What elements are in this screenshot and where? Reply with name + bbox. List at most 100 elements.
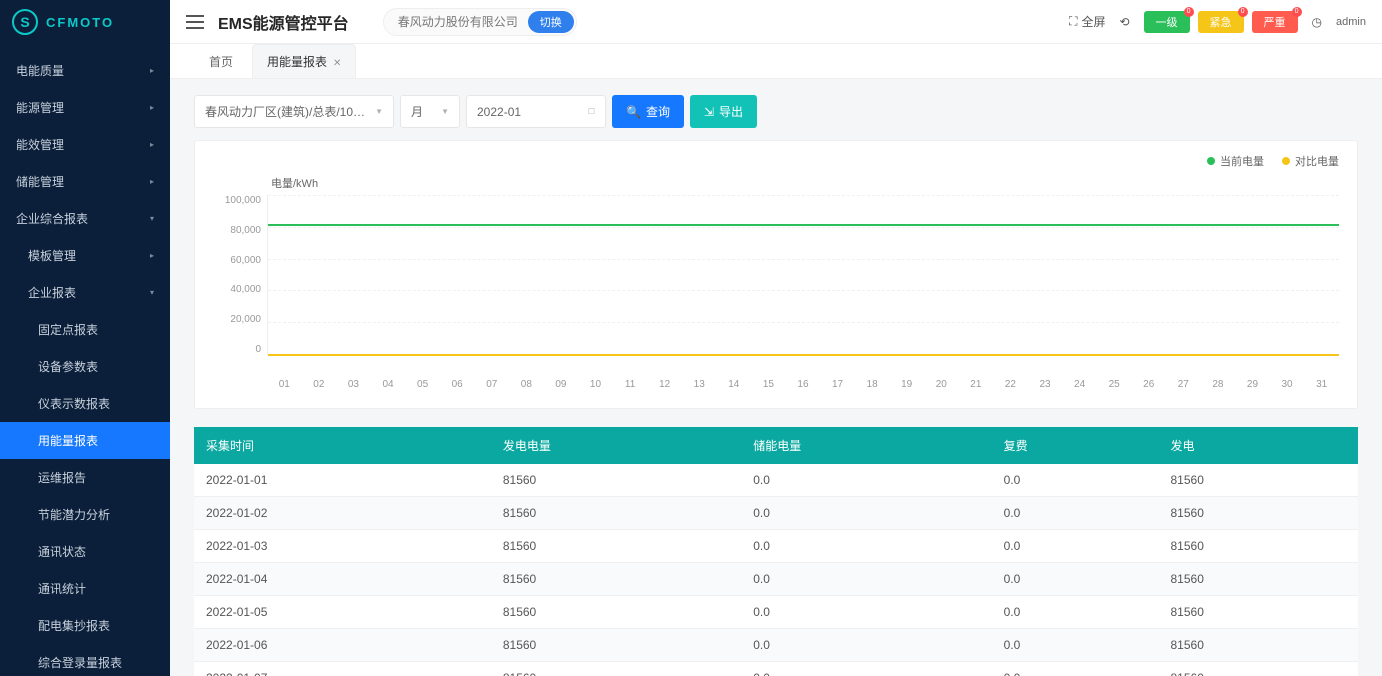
main-panel: EMS能源管控平台 春风动力股份有限公司 切换 ⛶ 全屏 ⟲ 一级0 紧急0 严重0…	[170, 0, 1382, 676]
legend-item[interactable]: 对比电量	[1282, 153, 1339, 169]
xtick-label: 22	[993, 379, 1028, 390]
sidebar-item[interactable]: 能源管理▸	[0, 89, 170, 126]
table-cell: 2022-01-04	[194, 563, 491, 596]
sidebar-item[interactable]: 运维报告	[0, 459, 170, 496]
org-switch-button[interactable]: 切换	[528, 11, 574, 33]
chart-xaxis: 0102030405060708091011121314151617181920…	[267, 379, 1339, 390]
export-icon: ⇲	[704, 105, 714, 119]
search-button-label: 查询	[646, 103, 670, 120]
brand-name: CFMOTO	[46, 15, 114, 30]
user-name[interactable]: admin	[1336, 16, 1366, 28]
xtick-label: 01	[267, 379, 302, 390]
sidebar-item[interactable]: 通讯状态	[0, 533, 170, 570]
table-cell: 81560	[1159, 563, 1359, 596]
org-name: 春风动力股份有限公司	[398, 13, 518, 30]
table-cell: 81560	[491, 662, 741, 676]
table-header-cell: 采集时间	[194, 427, 491, 464]
sidebar-item[interactable]: 企业报表▾	[0, 274, 170, 311]
export-button-label: 导出	[719, 103, 743, 120]
ytick-label: 40,000	[230, 284, 261, 295]
table-body: 2022-01-01815600.00.0815602022-01-028156…	[194, 464, 1358, 676]
tree-select[interactable]: 春风动力厂区(建筑)/总表/10kV总区域 ▼	[194, 95, 394, 128]
granularity-value: 月	[411, 103, 423, 120]
sidebar-item[interactable]: 用能量报表	[0, 422, 170, 459]
sidebar-item-label: 通讯状态	[38, 543, 86, 560]
sidebar-item-label: 综合登录量报表	[38, 654, 122, 671]
sidebar-item[interactable]: 节能潜力分析	[0, 496, 170, 533]
tree-select-value: 春风动力厂区(建筑)/总表/10kV总区域	[205, 103, 365, 120]
sidebar-item[interactable]: 仪表示数报表	[0, 385, 170, 422]
table-cell: 0.0	[992, 464, 1159, 497]
sidebar-item-label: 能源管理	[16, 99, 64, 116]
table-cell: 0.0	[741, 530, 991, 563]
sidebar-item[interactable]: 配电集抄报表	[0, 607, 170, 644]
table-cell: 81560	[1159, 596, 1359, 629]
legend-label: 当前电量	[1220, 153, 1264, 169]
refresh-button[interactable]: ⟲	[1119, 15, 1129, 29]
ytick-label: 20,000	[230, 314, 261, 325]
brand-logo[interactable]: S CFMOTO	[0, 0, 170, 44]
table-row: 2022-01-05815600.00.081560	[194, 596, 1358, 629]
chart-yaxis: 100,00080,00060,00040,00020,0000	[213, 195, 267, 355]
table-cell: 2022-01-06	[194, 629, 491, 662]
chart-area: 100,00080,00060,00040,00020,0000	[213, 195, 1339, 375]
table-cell: 81560	[491, 563, 741, 596]
table-row: 2022-01-07815600.00.081560	[194, 662, 1358, 676]
table-cell: 0.0	[741, 629, 991, 662]
sidebar-item[interactable]: 电能质量▸	[0, 52, 170, 89]
ytick-label: 60,000	[230, 255, 261, 266]
close-icon[interactable]: ✕	[333, 58, 341, 69]
chevron-icon: ▾	[150, 214, 154, 223]
xtick-label: 31	[1304, 379, 1339, 390]
table-header-cell: 复费	[992, 427, 1159, 464]
sidebar-item[interactable]: 固定点报表	[0, 311, 170, 348]
granularity-select[interactable]: 月 ▼	[400, 95, 460, 128]
grid-line	[268, 290, 1339, 291]
search-icon: 🔍	[626, 105, 641, 119]
fullscreen-button[interactable]: ⛶ 全屏	[1069, 13, 1105, 30]
table-header-cell: 储能电量	[741, 427, 991, 464]
sidebar-item[interactable]: 能效管理▸	[0, 126, 170, 163]
tab[interactable]: 用能量报表✕	[252, 44, 356, 78]
table-cell: 0.0	[741, 662, 991, 676]
sidebar-item[interactable]: 综合登录量报表	[0, 644, 170, 676]
sidebar-toggle-icon[interactable]	[186, 15, 204, 29]
xtick-label: 20	[924, 379, 959, 390]
sidebar-item-label: 用能量报表	[38, 432, 98, 449]
sidebar-item-label: 配电集抄报表	[38, 617, 110, 634]
sidebar-item-label: 通讯统计	[38, 580, 86, 597]
sidebar-menu: 电能质量▸能源管理▸能效管理▸储能管理▸企业综合报表▾模板管理▸企业报表▾固定点…	[0, 44, 170, 676]
app-title: EMS能源管控平台	[218, 10, 349, 34]
search-button[interactable]: 🔍 查询	[612, 95, 684, 128]
table-cell: 81560	[491, 464, 741, 497]
series-line-compare	[268, 354, 1339, 356]
legend-item[interactable]: 当前电量	[1207, 153, 1264, 169]
badge-dot: 0	[1238, 7, 1248, 17]
sidebar-item-label: 仪表示数报表	[38, 395, 110, 412]
legend-label: 对比电量	[1295, 153, 1339, 169]
table-cell: 2022-01-03	[194, 530, 491, 563]
chevron-icon: ▸	[150, 66, 154, 75]
sidebar-item[interactable]: 通讯统计	[0, 570, 170, 607]
sidebar-item[interactable]: 储能管理▸	[0, 163, 170, 200]
status-pill[interactable]: 严重0	[1252, 11, 1298, 33]
sidebar-item[interactable]: 模板管理▸	[0, 237, 170, 274]
tab[interactable]: 首页	[194, 44, 248, 78]
table-cell: 81560	[491, 530, 741, 563]
table-cell: 0.0	[741, 464, 991, 497]
xtick-label: 19	[889, 379, 924, 390]
sidebar-item[interactable]: 设备参数表	[0, 348, 170, 385]
export-button[interactable]: ⇲ 导出	[690, 95, 757, 128]
xtick-label: 25	[1097, 379, 1132, 390]
sidebar-item-label: 节能潜力分析	[38, 506, 110, 523]
xtick-label: 27	[1166, 379, 1201, 390]
tab-label: 首页	[209, 55, 233, 69]
status-pill[interactable]: 一级0	[1144, 11, 1190, 33]
xtick-label: 11	[613, 379, 648, 390]
status-pill[interactable]: 紧急0	[1198, 11, 1244, 33]
fullscreen-label: 全屏	[1081, 13, 1105, 30]
sidebar-item[interactable]: 企业综合报表▾	[0, 200, 170, 237]
table-cell: 0.0	[992, 497, 1159, 530]
date-picker[interactable]: 2022-01 ☐	[466, 95, 606, 128]
table-cell: 81560	[1159, 464, 1359, 497]
